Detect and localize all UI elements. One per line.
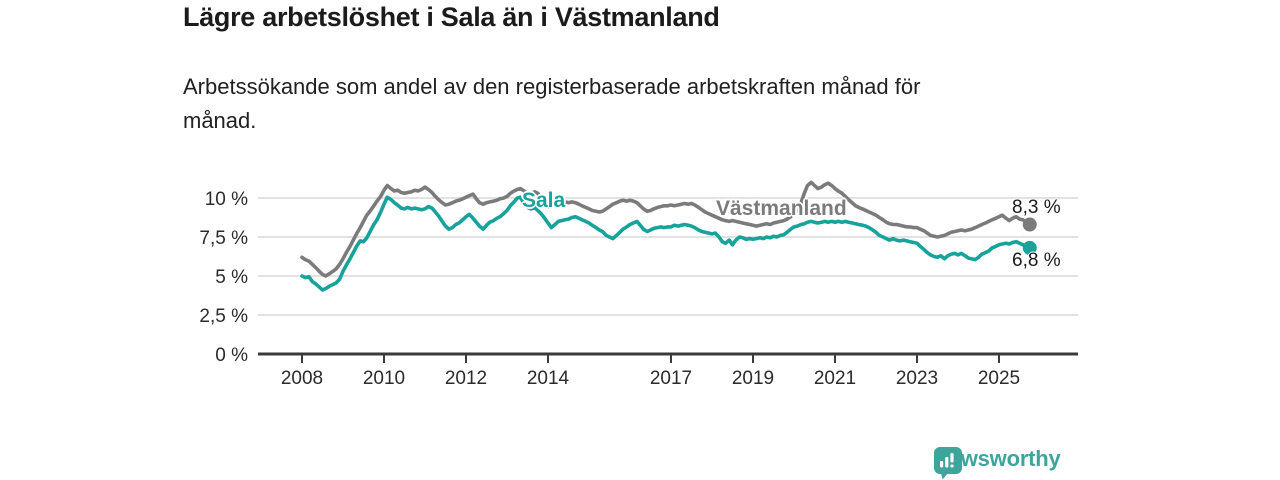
y-tick-label: 7,5 %: [199, 228, 248, 249]
y-tick-label: 10 %: [205, 189, 248, 210]
x-tick-label: 2023: [896, 368, 938, 389]
x-tick-label: 2021: [814, 368, 856, 389]
x-tick-label: 2019: [732, 368, 774, 389]
chart-subtitle: Arbetssökande som andel av den registerb…: [183, 74, 921, 133]
end-value-label-vastmanland: 8,3 %: [1012, 197, 1061, 218]
newsworthy-logo: Newsworthy: [933, 446, 1061, 480]
x-tick-label: 2014: [527, 368, 570, 389]
y-tick-label: 0 %: [215, 345, 248, 366]
series-line-sala: [300, 195, 1032, 292]
series-label-vastmanland: Västmanland: [716, 197, 847, 220]
series-label-sala: Sala: [522, 189, 566, 212]
x-tick-label: 2012: [445, 368, 487, 389]
x-tick-label: 2025: [978, 368, 1020, 389]
x-tick-label: 2017: [650, 368, 692, 389]
y-tick-label: 2,5 %: [199, 306, 248, 327]
newsworthy-bar-chart-icon: [934, 447, 962, 480]
end-value-label-sala: 6,8 %: [1012, 250, 1061, 271]
series-line-vastmanland: [300, 180, 1032, 278]
series-end-dot-sala: [1022, 240, 1037, 255]
x-tick-label: 2010: [363, 368, 405, 389]
x-tick-label: 2008: [281, 368, 323, 389]
y-tick-label: 5 %: [215, 267, 248, 288]
page-title: Lägre arbetslöshet i Sala än i Västmanla…: [183, 2, 720, 32]
series-end-dot-vastmanland: [1022, 217, 1037, 232]
